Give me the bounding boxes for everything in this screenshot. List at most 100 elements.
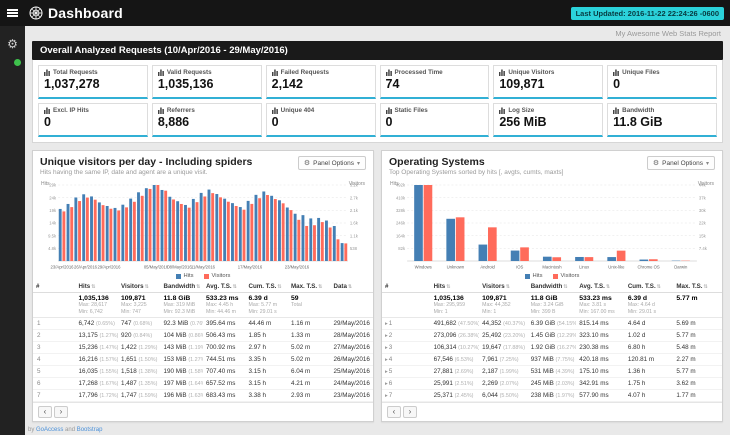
cell-value: 657.52 ms	[206, 380, 236, 387]
credit-sep: and	[65, 427, 76, 433]
column-header[interactable]: Avg. T.S.⇅	[576, 281, 625, 293]
prev-page-button[interactable]: ‹	[387, 406, 401, 418]
summary-max: Total	[291, 302, 302, 308]
cell-percent: (0.76%)	[190, 321, 203, 327]
column-header[interactable]: Visitors⇅	[118, 281, 161, 293]
column-header[interactable]: Data⇅	[330, 281, 373, 293]
panel-subtitle: Hits having the same IP, date and agent …	[40, 169, 208, 176]
row-index-cell: ▸3	[382, 342, 431, 354]
column-header[interactable]: Cum. T.S.⇅	[245, 281, 288, 293]
cell-value: 1.75 h	[627, 380, 646, 387]
table-row[interactable]: 2 13,175 (1.27%) 920 (0.84%) 104 MiB (0.86…	[33, 330, 373, 342]
data-cell: 491,682 (47.50%)	[431, 318, 480, 330]
table-row[interactable]: 4 16,216 (1.57%) 1,651 (1.50%) 153 MiB (1.…	[33, 354, 373, 366]
sort-icon: ⇅	[91, 284, 96, 290]
bootstrap-link[interactable]: Bootstrap	[76, 427, 103, 433]
cell-value: 26/May/2016	[333, 356, 370, 363]
goaccess-link[interactable]: GoAccess	[36, 427, 64, 433]
expand-caret-icon[interactable]: ▸	[385, 369, 388, 375]
column-header[interactable]: Hits⇅	[75, 281, 118, 293]
sort-icon: ⇅	[196, 284, 201, 290]
table-row[interactable]: 6 17,268 (1.67%) 1,487 (1.35%) 197 MiB (1.…	[33, 378, 373, 390]
table-row[interactable]: ▸4 67,546 (6.53%) 7,961 (7.25%) 937 MiB (7…	[382, 354, 722, 366]
expand-caret-icon[interactable]: ▸	[385, 321, 388, 327]
table-row[interactable]: 1 6,742 (0.65%) 747 (0.68%) 92.3 MiB (0.76…	[33, 318, 373, 330]
chart-area: Hits Visitors 4.8k 538 9.5k 1.1k 14k 1.6k 19k 2…	[33, 179, 373, 281]
svg-text:iOS: iOS	[516, 265, 523, 270]
row-index-cell: 2	[33, 330, 76, 342]
metric-label: Valid Requests	[166, 69, 212, 76]
table-row[interactable]: 3 15,236 (1.47%) 1,422 (1.29%) 143 MiB (1.…	[33, 342, 373, 354]
column-header[interactable]: Visitors⇅	[479, 281, 528, 293]
data-cell: 175.10 ms	[576, 366, 625, 378]
legend-item[interactable]: Visitors	[203, 273, 230, 279]
summary-value: 533.23 ms	[206, 295, 239, 302]
panel-options-button[interactable]: ⚙ Panel Options ▾	[297, 156, 366, 170]
legend-item[interactable]: Visitors	[552, 273, 579, 279]
column-header[interactable]: #	[382, 281, 431, 293]
cell-value: 175.10 ms	[579, 368, 609, 375]
data-cell: 5.77 m	[673, 330, 722, 342]
expand-caret-icon[interactable]: ▸	[385, 381, 388, 387]
table-row[interactable]: 7 17,796 (1.72%) 1,747 (1.59%) 196 MiB (1.…	[33, 390, 373, 402]
next-page-button[interactable]: ›	[403, 406, 417, 418]
table-row[interactable]: ▸3 106,314 (10.27%) 19,647 (17.88%) 1.92 G…	[382, 342, 722, 354]
cell-value: 245 MiB	[530, 380, 554, 387]
svg-text:Unix-like: Unix-like	[608, 265, 625, 270]
cell-value: 273,096	[433, 332, 457, 339]
table-row[interactable]: ▸2 273,096 (26.38%) 25,492 (23.20%) 1.45 G…	[382, 330, 722, 342]
prev-page-button[interactable]: ‹	[38, 406, 52, 418]
expand-caret-icon[interactable]: ▸	[385, 357, 388, 363]
cell-value: 1.85 h	[248, 332, 267, 339]
next-page-button[interactable]: ›	[54, 406, 68, 418]
cell-value: 1.16 m	[291, 320, 311, 327]
data-cell: 25,492 (23.20%)	[479, 330, 528, 342]
column-label: Avg. T.S.	[206, 283, 232, 290]
cell-percent: (1.72%)	[99, 393, 118, 399]
table-row[interactable]: ▸6 25,991 (2.51%) 2,269 (2.07%) 245 MiB (2…	[382, 378, 722, 390]
column-header[interactable]: Avg. T.S.⇅	[203, 281, 246, 293]
summary-min: Min: 399 B	[530, 308, 556, 315]
svg-text:30k: 30k	[699, 208, 707, 213]
cell-value: 16,035	[78, 368, 98, 375]
legend-item[interactable]: Hits	[524, 273, 543, 279]
legend-item[interactable]: Hits	[175, 273, 194, 279]
column-header[interactable]: Bandwidth⇅	[527, 281, 577, 293]
expand-caret-icon[interactable]: ▸	[385, 333, 388, 339]
data-cell: 230.38 ms	[576, 342, 625, 354]
expand-caret-icon[interactable]: ▸	[385, 345, 388, 351]
column-header[interactable]: Cum. T.S.⇅	[624, 281, 674, 293]
summary-cell: 11.8 GiB Max: 319 MiB Min: 92.3 MiB	[160, 292, 203, 318]
page-footer: by GoAccess and Bootstrap	[28, 427, 102, 433]
table-row[interactable]: ▸7 25,371 (2.45%) 6,044 (5.50%) 238 MiB (1…	[382, 390, 722, 402]
column-header[interactable]: Max. T.S.⇅	[673, 281, 722, 293]
data-cell: 1,651 (1.50%)	[118, 354, 161, 366]
table-row[interactable]: ▸5 27,881 (2.69%) 2,187 (1.99%) 531 MiB (4…	[382, 366, 722, 378]
summary-min: Min: 92.3 MiB	[163, 308, 196, 315]
menu-button[interactable]	[0, 0, 25, 26]
cell-value: 196 MiB	[163, 392, 187, 399]
row-index-cell: ▸5	[382, 366, 431, 378]
data-cell: 13,175 (1.27%)	[76, 330, 119, 342]
row-index: 2	[37, 332, 41, 339]
settings-gear-icon[interactable]: ⚙	[7, 37, 18, 51]
cell-percent: (1.99%)	[499, 369, 519, 375]
column-label: Bandwidth	[163, 283, 196, 290]
column-header[interactable]: Hits⇅	[430, 281, 480, 293]
cell-value: 707.40 ms	[206, 368, 236, 375]
cell-value: 238 MiB	[530, 392, 554, 399]
metric-label-row: Unique Visitors	[499, 69, 597, 76]
expand-caret-icon[interactable]: ▸	[385, 393, 388, 399]
cell-percent: (1.35%)	[138, 381, 158, 387]
column-header[interactable]: Bandwidth⇅	[160, 281, 203, 293]
summary-max: Max: 3.81 s	[579, 302, 607, 308]
cell-value: 3.35 h	[248, 356, 267, 363]
table-row[interactable]: 5 16,035 (1.55%) 1,518 (1.38%) 190 MiB (1.…	[33, 366, 373, 378]
panel-options-button[interactable]: ⚙ Panel Options ▾	[646, 156, 715, 170]
column-header[interactable]: #	[33, 281, 76, 293]
table-row[interactable]: ▸1 491,682 (47.50%) 44,352 (40.37%) 6.39 G…	[382, 318, 722, 330]
bar-chart-icon	[499, 69, 506, 76]
column-header[interactable]: Max. T.S.⇅	[288, 281, 331, 293]
svg-text:538: 538	[350, 246, 358, 251]
cell-value: 153 MiB	[163, 356, 187, 363]
